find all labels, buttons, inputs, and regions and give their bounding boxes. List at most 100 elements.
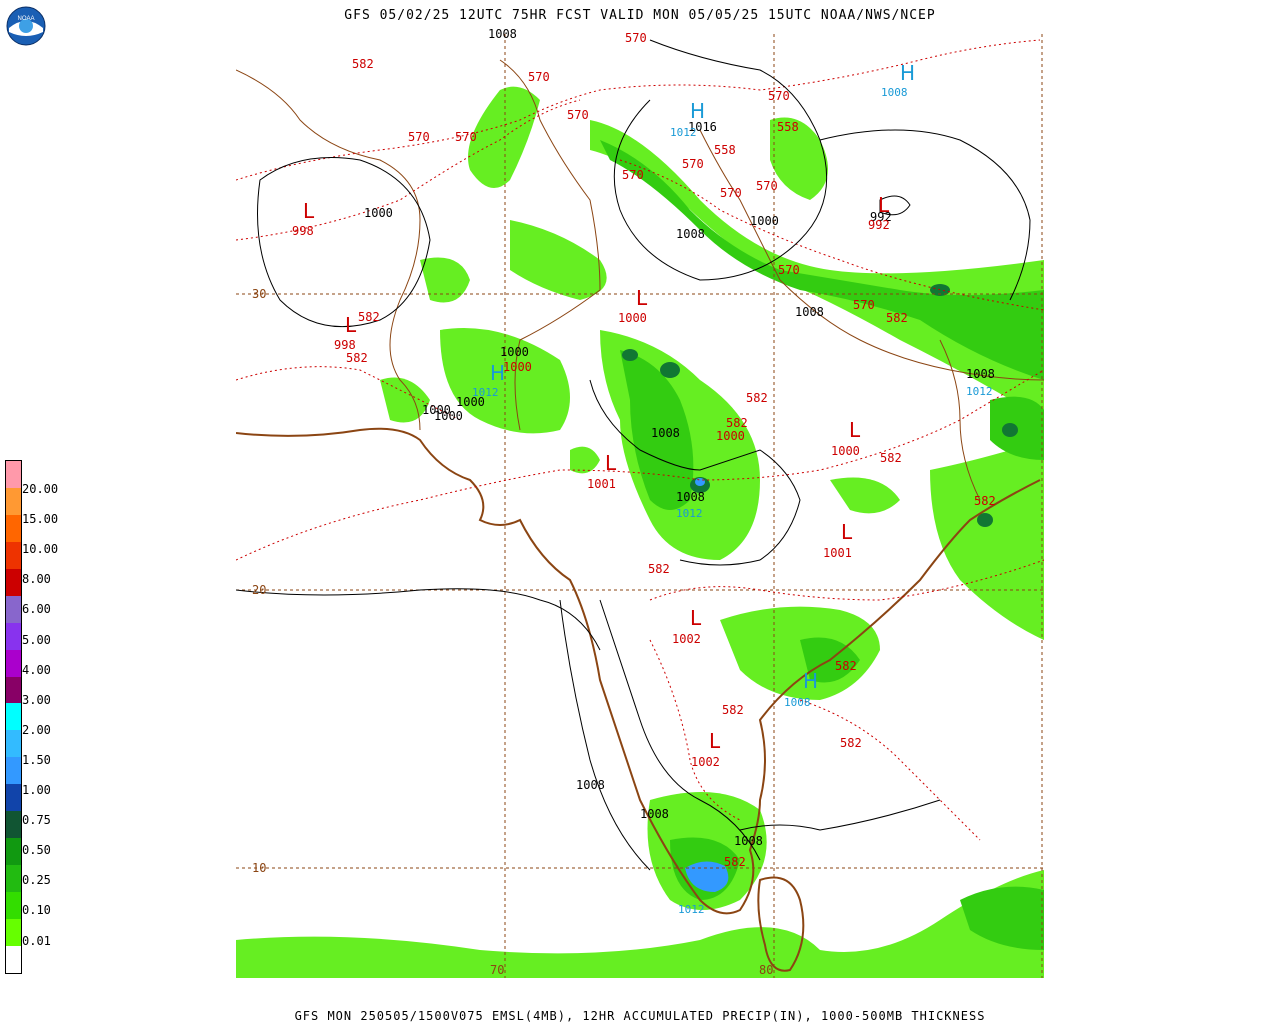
- thickness-label: 570: [768, 89, 790, 103]
- legend-swatch: [6, 945, 21, 973]
- pressure-label: 1008: [676, 490, 705, 504]
- legend-swatch: [6, 461, 21, 488]
- low-symbol: L: [841, 520, 853, 544]
- thickness-label: 570: [682, 157, 704, 171]
- high-symbol: H: [900, 61, 915, 85]
- low-value: 1002: [672, 632, 701, 646]
- legend-label: 8.00: [22, 572, 51, 587]
- thickness-label: 582: [358, 310, 380, 324]
- legend-label: 0.50: [22, 843, 51, 858]
- legend-swatch: [6, 622, 21, 650]
- legend-swatch: [6, 703, 21, 731]
- low-symbol: L: [345, 313, 357, 337]
- precip-heavy: [622, 284, 1018, 527]
- low-value: 998: [334, 338, 356, 352]
- legend-label: 0.01: [22, 933, 51, 948]
- legend-swatch: [6, 865, 21, 892]
- pressure-label: 992: [870, 210, 892, 224]
- thickness-label: 570: [455, 130, 477, 144]
- lon-70-label: 70: [490, 963, 504, 977]
- high-value: 1012: [966, 385, 993, 398]
- pressure-label: 1008: [640, 807, 669, 821]
- pressure-label: 1000: [750, 214, 779, 228]
- thickness-label: 570: [778, 263, 800, 277]
- thickness-label: 582: [886, 311, 908, 325]
- pressure-label: 1008: [966, 367, 995, 381]
- legend-label: 6.00: [22, 602, 51, 617]
- low-symbol: L: [849, 418, 861, 442]
- legend-swatch: [6, 568, 21, 596]
- low-value: 1002: [691, 755, 720, 769]
- legend-swatch: [6, 676, 21, 704]
- thickness-label: 582: [974, 494, 996, 508]
- thickness-label: 570: [408, 130, 430, 144]
- thickness-label: 582: [840, 736, 862, 750]
- high-value: 1008: [881, 86, 908, 99]
- thickness-label: 582: [346, 351, 368, 365]
- legend-swatch: [6, 757, 21, 785]
- coastline: [236, 427, 1041, 972]
- pressure-label: 1000: [434, 409, 463, 423]
- thickness-label: 582: [746, 391, 768, 405]
- thickness-label: 570: [853, 298, 875, 312]
- high-value: 1012: [678, 903, 705, 916]
- low-symbol: L: [636, 286, 648, 310]
- legend-label: 2.00: [22, 722, 51, 737]
- thickness-contours: [236, 39, 1044, 841]
- latlon-grid: [236, 34, 1044, 978]
- thickness-label: 558: [714, 143, 736, 157]
- legend-swatch: [6, 649, 21, 677]
- high-pressure-centers: H 1008 H 1012 H 1012 1012 1012 H 1008 10…: [472, 61, 993, 916]
- high-value: 1012: [670, 126, 697, 139]
- low-symbol: L: [709, 729, 721, 753]
- low-value: 1001: [587, 477, 616, 491]
- lon-80-label: 80: [759, 963, 773, 977]
- pressure-label: 1008: [795, 305, 824, 319]
- legend-label: 5.00: [22, 632, 51, 647]
- legend-swatch: [6, 595, 21, 623]
- lat-30-label: 30: [252, 287, 266, 301]
- legend-swatch: [6, 838, 21, 866]
- thickness-label: 582: [724, 855, 746, 869]
- pressure-label: 1000: [500, 345, 529, 359]
- thickness-label: 570: [756, 179, 778, 193]
- pressure-label: 1008: [676, 227, 705, 241]
- legend-swatch: [6, 811, 21, 839]
- map-canvas: [236, 34, 1044, 978]
- legend-swatch: [6, 784, 21, 812]
- high-symbol: H: [690, 99, 705, 123]
- thickness-label: 582: [352, 57, 374, 71]
- precip-light: [236, 86, 1044, 978]
- logo-text: NOAA: [17, 16, 34, 22]
- map-footer: GFS MON 250505/1500V075 EMSL(4MB), 12HR …: [294, 1009, 986, 1023]
- low-value: 1000: [716, 429, 745, 443]
- legend-label: 0.10: [22, 903, 51, 918]
- low-symbol: L: [878, 193, 890, 217]
- low-value: 992: [868, 218, 890, 232]
- borders: [236, 59, 1044, 501]
- legend-label: 4.00: [22, 662, 51, 677]
- high-symbol: H: [490, 361, 505, 385]
- thickness-label: 570: [567, 108, 589, 122]
- legend-label: 0.75: [22, 813, 51, 828]
- low-value: 1000: [831, 444, 860, 458]
- thickness-label: 570: [720, 186, 742, 200]
- pressure-label: 1016: [688, 120, 717, 134]
- precip-legend: [5, 460, 22, 974]
- pressure-label: 1000: [456, 395, 485, 409]
- pressure-label-group: 1008 1016 1000 1008 1000 1008 1000 1000 …: [364, 27, 995, 848]
- legend-swatch: [6, 730, 21, 758]
- thickness-label: 570: [528, 70, 550, 84]
- thickness-label: 582: [880, 451, 902, 465]
- isobars: [236, 39, 1031, 871]
- high-value: 1012: [676, 507, 703, 520]
- legend-label: 0.25: [22, 873, 51, 888]
- pressure-label: 1000: [364, 206, 393, 220]
- legend-label: 20.00: [22, 482, 59, 496]
- pressure-label: 1000: [422, 403, 451, 417]
- legend-swatch: [6, 541, 21, 569]
- low-symbol: L: [303, 199, 315, 223]
- map-title: GFS 05/02/25 12UTC 75HR FCST VALID MON 0…: [344, 8, 936, 23]
- legend-swatch: [6, 514, 21, 542]
- legend-label: 1.50: [22, 752, 51, 767]
